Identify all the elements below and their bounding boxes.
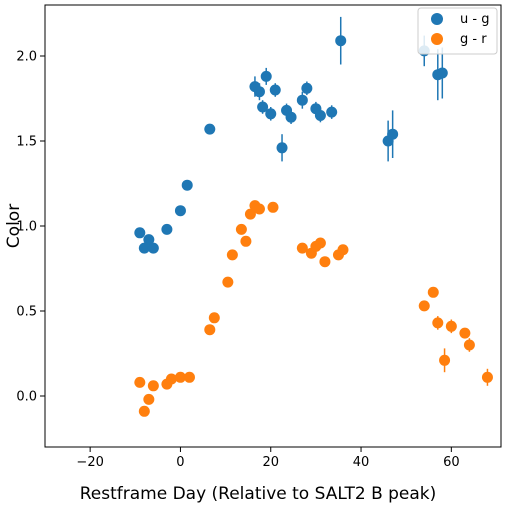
x-tick-label: 60 [443,455,460,470]
data-point-g-r [240,235,252,247]
data-point-u-g [276,142,288,154]
data-point-g-r [235,223,247,235]
data-point-g-r [445,320,457,332]
y-tick-label: 0.0 [16,390,37,405]
data-point-u-g [387,128,399,140]
data-point-g-r [204,324,216,336]
y-axis-label: Color [4,204,24,248]
legend-marker-u-g [431,13,443,25]
data-point-u-g [335,35,347,47]
x-tick-label: 20 [262,455,279,470]
x-axis-label: Restframe Day (Relative to SALT2 B peak) [80,484,437,504]
data-point-g-r [174,371,186,383]
legend-label-g-r: g - r [460,32,487,47]
data-point-g-r [432,317,444,329]
data-point-g-r [253,203,265,215]
data-point-u-g [301,82,313,94]
legend: u - g g - r [417,7,498,55]
data-point-u-g [161,223,173,235]
data-point-g-r [138,405,150,417]
data-point-u-g [174,205,186,217]
data-point-g-r [418,300,430,312]
data-point-g-r [147,380,159,392]
y-tick-label: 1.5 [16,135,37,150]
data-point-g-r [459,327,471,339]
data-point-g-r [439,354,451,366]
data-point-g-r [337,244,349,256]
legend-marker-g-r [431,33,443,45]
data-point-g-r [143,393,155,405]
data-point-u-g [260,70,272,82]
data-point-u-g [147,242,159,254]
data-point-g-r [481,371,493,383]
data-point-u-g [204,123,216,135]
data-point-u-g [269,84,281,96]
data-point-g-r [296,242,308,254]
x-tick-label: 40 [353,455,370,470]
data-point-g-r [208,312,220,324]
y-tick-label: 1.0 [16,220,37,235]
data-point-u-g [265,108,277,120]
y-tick-label: 2.0 [16,50,37,65]
y-tick-label: 0.5 [16,305,37,320]
data-point-g-r [319,256,331,268]
data-point-u-g [296,94,308,106]
plot-frame [44,4,502,448]
data-point-u-g [285,111,297,123]
data-point-g-r [314,237,326,249]
data-point-g-r [463,339,475,351]
data-point-u-g [138,242,150,254]
data-point-u-g [181,179,193,191]
data-point-u-g [257,101,269,113]
x-tick-label: −20 [76,455,103,470]
data-point-g-r [244,208,256,220]
data-point-g-r [165,373,177,385]
data-point-g-r [427,286,439,298]
data-points [134,35,493,417]
data-point-u-g [436,67,448,79]
axis-ticks: −20 0 20 40 60 0.0 0.5 1.0 1.5 2.0 [16,50,459,471]
data-point-g-r [226,249,238,261]
legend-label-u-g: u - g [460,12,489,27]
data-point-u-g [326,106,338,118]
data-point-g-r [222,276,234,288]
x-tick-label: 0 [176,455,184,470]
data-point-u-g [253,86,265,98]
data-point-u-g [314,110,326,121]
data-point-u-g [134,227,146,239]
data-point-g-r [134,376,146,388]
data-point-g-r [183,371,195,383]
data-point-u-g [143,234,155,246]
data-point-g-r [267,201,279,213]
